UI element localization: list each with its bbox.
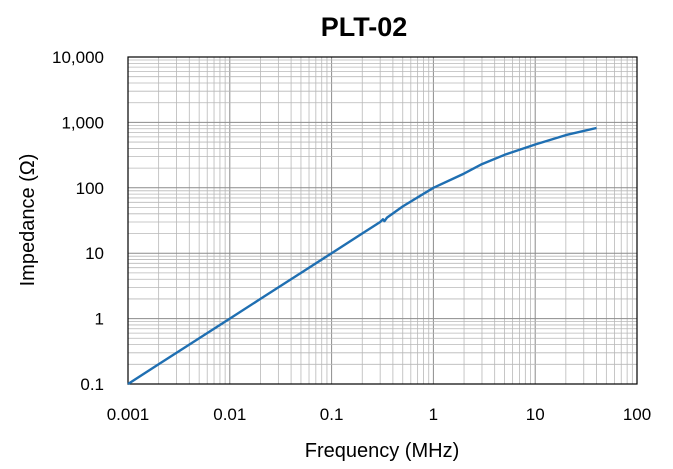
series-layer: [127, 126, 597, 386]
y-axis-label: Impedance (Ω): [17, 154, 39, 287]
plot-grid: [128, 57, 637, 384]
y-tick-label: 0.1: [80, 375, 104, 394]
chart-title: PLT-02: [321, 12, 408, 42]
y-tick-label: 10,000: [52, 48, 104, 67]
x-tick-label: 1: [429, 405, 438, 424]
x-tick-labels: 0.001 0.01 0.1 1 10 100: [107, 405, 651, 424]
x-tick-label: 10: [526, 405, 545, 424]
series-line: [127, 126, 597, 386]
x-tick-label: 100: [623, 405, 651, 424]
y-tick-label: 10: [85, 244, 104, 263]
x-tick-label: 0.001: [107, 405, 150, 424]
x-tick-label: 0.01: [213, 405, 246, 424]
plot-frame: [127, 56, 638, 385]
y-tick-labels: 0.1 1 10 100 1,000 10,000: [52, 48, 104, 394]
y-tick-label: 1: [95, 310, 104, 329]
x-axis-label: Frequency (MHz): [305, 440, 459, 462]
y-tick-label: 100: [76, 179, 104, 198]
x-tick-label: 0.1: [320, 405, 344, 424]
y-tick-label: 1,000: [61, 113, 104, 132]
